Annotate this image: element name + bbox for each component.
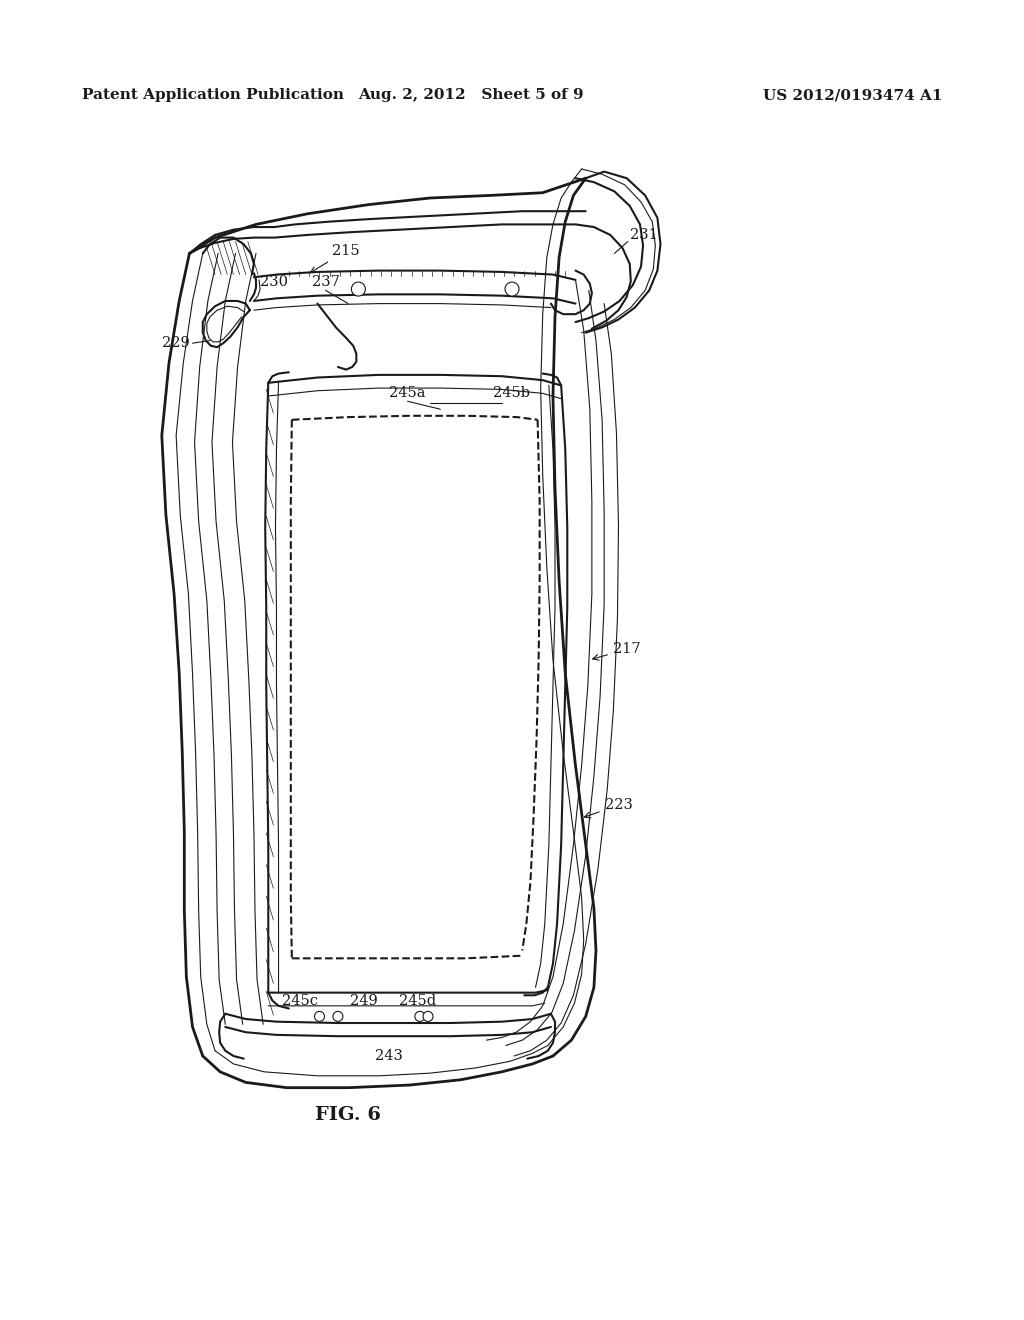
Text: Patent Application Publication: Patent Application Publication bbox=[82, 88, 344, 102]
Circle shape bbox=[333, 1011, 343, 1022]
Circle shape bbox=[314, 1011, 325, 1022]
Text: 217: 217 bbox=[593, 643, 640, 660]
Text: FIG. 6: FIG. 6 bbox=[315, 1106, 381, 1125]
Text: 215: 215 bbox=[310, 244, 359, 272]
Text: 231: 231 bbox=[630, 228, 657, 242]
Circle shape bbox=[423, 1011, 433, 1022]
Text: US 2012/0193474 A1: US 2012/0193474 A1 bbox=[763, 88, 942, 102]
Text: 245b: 245b bbox=[494, 387, 530, 400]
Text: 223: 223 bbox=[585, 799, 633, 818]
Text: 245d: 245d bbox=[399, 994, 436, 1007]
Text: 245a: 245a bbox=[389, 387, 426, 400]
Circle shape bbox=[505, 282, 519, 296]
Text: 237: 237 bbox=[311, 276, 340, 289]
Circle shape bbox=[351, 282, 366, 296]
Circle shape bbox=[415, 1011, 425, 1022]
Text: 229: 229 bbox=[162, 337, 189, 350]
Text: 245c: 245c bbox=[282, 994, 318, 1007]
Text: 243: 243 bbox=[375, 1049, 403, 1063]
Text: 230: 230 bbox=[260, 276, 289, 289]
Text: 249: 249 bbox=[349, 994, 378, 1007]
Text: Aug. 2, 2012   Sheet 5 of 9: Aug. 2, 2012 Sheet 5 of 9 bbox=[358, 88, 584, 102]
